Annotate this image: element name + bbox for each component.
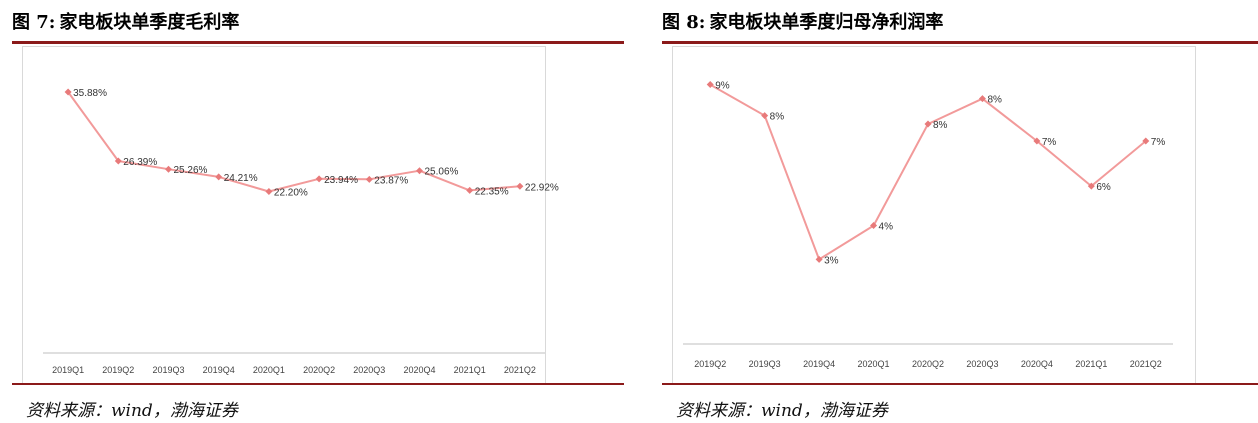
x-tick-label-2020Q1: 2020Q1 bbox=[253, 365, 285, 375]
net-margin-line-chart: 9% 2019Q2 8% 2019Q3 3% 2019Q4 4% 2020Q1 8% 2020Q2… bbox=[683, 81, 1173, 369]
figure-7-source: 资料来源：wind，渤海证券 bbox=[26, 401, 238, 421]
figure-7-bottom-rule bbox=[12, 383, 624, 385]
data-label-2019Q4: 24.21% bbox=[224, 173, 258, 184]
figure-8-bottom-rule bbox=[662, 383, 1258, 385]
x-tick-label-2021Q2: 2021Q2 bbox=[1130, 359, 1162, 369]
data-point-2019Q2 bbox=[114, 157, 122, 165]
data-point-2020Q1 bbox=[265, 187, 273, 195]
figure-7-number: 图 7: bbox=[12, 12, 56, 33]
x-tick-label-2020Q1: 2020Q1 bbox=[858, 359, 890, 369]
figure-7-title-text: 家电板块单季度毛利率 bbox=[59, 12, 240, 33]
x-tick-label-2019Q3: 2019Q3 bbox=[749, 359, 781, 369]
data-point-2019Q2 bbox=[706, 81, 714, 89]
figure-8-number: 图 8: bbox=[662, 12, 706, 33]
figure-8-title-text: 家电板块单季度归母净利润率 bbox=[709, 12, 944, 33]
data-label-2020Q3: 23.87% bbox=[374, 175, 408, 186]
x-tick-label-2019Q4: 2019Q4 bbox=[203, 365, 235, 375]
data-point-2020Q2 bbox=[315, 175, 323, 183]
x-tick-label-2019Q2: 2019Q2 bbox=[694, 359, 726, 369]
data-point-2019Q3 bbox=[761, 112, 769, 120]
x-tick-label-2021Q2: 2021Q2 bbox=[504, 365, 536, 375]
data-label-2019Q2: 26.39% bbox=[123, 157, 157, 168]
data-point-2019Q3 bbox=[165, 165, 172, 173]
data-label-2021Q2: 7% bbox=[1151, 137, 1166, 148]
data-point-2021Q1 bbox=[1087, 182, 1095, 190]
data-point-2021Q2 bbox=[516, 182, 524, 190]
data-label-2020Q1: 22.20% bbox=[274, 187, 308, 198]
data-label-2020Q1: 4% bbox=[879, 222, 894, 233]
x-tick-label-2020Q2: 2020Q2 bbox=[303, 365, 335, 375]
data-label-2021Q2: 22.92% bbox=[525, 182, 559, 193]
figure-7-top-rule bbox=[12, 41, 624, 44]
data-label-2020Q4: 25.06% bbox=[425, 167, 459, 178]
x-tick-label-2020Q2: 2020Q2 bbox=[912, 359, 944, 369]
x-tick-label-2020Q3: 2020Q3 bbox=[353, 365, 385, 375]
x-tick-label-2019Q4: 2019Q4 bbox=[803, 359, 835, 369]
figure-7-chart-area: 35.88% 2019Q1 26.39% 2019Q2 25.26% 2019Q3 24.2… bbox=[22, 46, 559, 384]
data-point-2020Q3 bbox=[365, 175, 373, 183]
data-label-2020Q2: 23.94% bbox=[324, 175, 358, 186]
x-tick-label-2019Q1: 2019Q1 bbox=[52, 365, 84, 375]
data-point-2021Q2 bbox=[1142, 137, 1150, 145]
data-point-2020Q1 bbox=[870, 222, 878, 230]
figure-7-panel: 图 7: 家电板块单季度毛利率 35.88% 2019Q1 26.39% 2019Q2 2… bbox=[12, 0, 624, 423]
figure-8-title: 图 8: 家电板块单季度归母净利润率 bbox=[662, 10, 943, 36]
figure-7-title: 图 7: 家电板块单季度毛利率 bbox=[12, 10, 239, 36]
data-label-2019Q3: 8% bbox=[770, 112, 785, 123]
data-point-2020Q3 bbox=[978, 95, 986, 103]
figure-8-chart-area: 9% 2019Q2 8% 2019Q3 3% 2019Q4 4% 2020Q1 8% 2020Q2… bbox=[672, 46, 1196, 384]
x-tick-label-2020Q3: 2020Q3 bbox=[966, 359, 998, 369]
gross-margin-line-chart: 35.88% 2019Q1 26.39% 2019Q2 25.26% 2019Q3 24.2… bbox=[43, 88, 559, 375]
data-label-2019Q2: 9% bbox=[715, 81, 730, 92]
x-tick-label-2020Q4: 2020Q4 bbox=[403, 365, 435, 375]
data-label-2019Q4: 3% bbox=[824, 255, 839, 266]
x-tick-label-2019Q3: 2019Q3 bbox=[152, 365, 184, 375]
data-label-2019Q1: 35.88% bbox=[73, 88, 107, 99]
data-label-2019Q3: 25.26% bbox=[174, 165, 208, 176]
figure-8-panel: 图 8: 家电板块单季度归母净利润率 9% 2019Q2 8% 2019Q3 3% 2019… bbox=[662, 0, 1258, 423]
x-tick-label-2021Q1: 2021Q1 bbox=[454, 365, 486, 375]
data-label-2021Q1: 6% bbox=[1096, 182, 1111, 193]
data-label-2021Q1: 22.35% bbox=[475, 186, 509, 197]
x-tick-label-2020Q4: 2020Q4 bbox=[1021, 359, 1053, 369]
data-point-2019Q4 bbox=[215, 173, 223, 181]
data-point-2020Q4 bbox=[416, 167, 423, 175]
data-point-2019Q4 bbox=[815, 255, 823, 263]
data-point-2020Q4 bbox=[1033, 137, 1041, 145]
data-label-2020Q4: 7% bbox=[1042, 137, 1057, 148]
figure-8-top-rule bbox=[662, 41, 1258, 44]
series-line bbox=[67, 91, 520, 193]
figure-8-source: 资料来源：wind，渤海证券 bbox=[676, 401, 888, 421]
data-point-2019Q1 bbox=[64, 88, 72, 96]
x-tick-label-2019Q2: 2019Q2 bbox=[102, 365, 134, 375]
data-label-2020Q3: 8% bbox=[987, 95, 1002, 106]
x-tick-label-2021Q1: 2021Q1 bbox=[1075, 359, 1107, 369]
data-point-2021Q1 bbox=[466, 186, 474, 194]
data-point-2020Q2 bbox=[924, 120, 932, 128]
data-label-2020Q2: 8% bbox=[933, 120, 948, 131]
